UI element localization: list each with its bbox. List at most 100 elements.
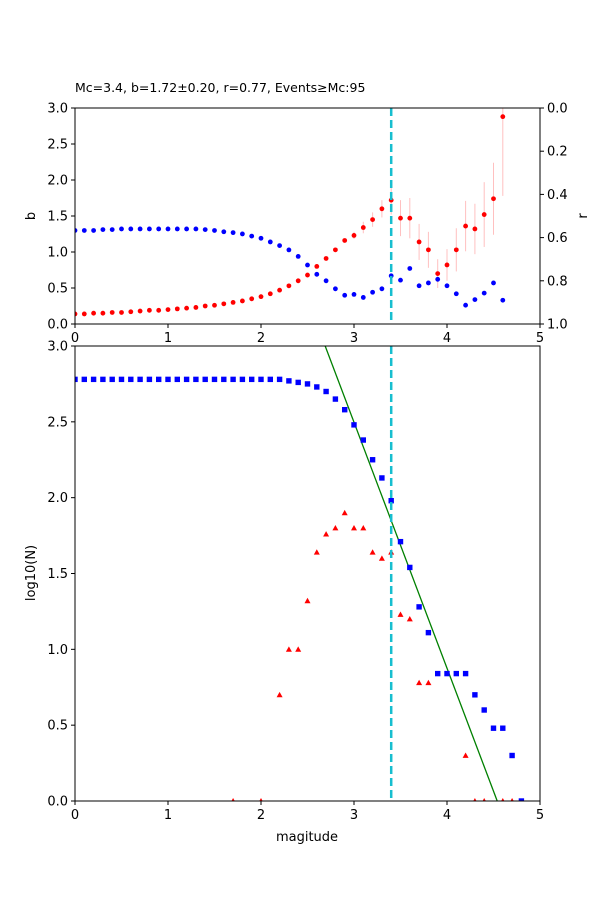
bottom-series-1-point xyxy=(231,798,235,801)
bottom-series-1-point xyxy=(323,531,330,537)
top-series-1-point xyxy=(407,266,413,271)
top-series-1-point xyxy=(212,228,217,233)
bottom-panel: 0 1 2 3 4 5 0.0 0.5 1.0 1.5 2.0 2.5 3.0 magitude log… xyxy=(24,340,544,846)
bottom-xtick-label: 4 xyxy=(443,808,451,823)
top-series-0-point xyxy=(360,225,366,230)
top-series-1-point xyxy=(100,227,106,233)
top-series-1-point xyxy=(240,231,245,237)
top-y2tick-label: 0.2 xyxy=(547,145,568,160)
bottom-series-0-point xyxy=(221,376,227,383)
top-series-0-point xyxy=(128,309,134,315)
bottom-series-0-point xyxy=(444,670,450,677)
top-series-0-point xyxy=(193,305,199,310)
top-series-0-point xyxy=(342,238,348,243)
top-series-0-point xyxy=(295,278,301,284)
top-series-1-point xyxy=(481,290,487,296)
top-series-0-point xyxy=(258,294,264,300)
top-series-0-point xyxy=(407,215,413,221)
bottom-ytick-label: 2.5 xyxy=(47,415,68,430)
bottom-series-0-point xyxy=(351,422,357,428)
bottom-series-0-point xyxy=(388,498,394,504)
top-series-1-point xyxy=(305,262,310,268)
top-xtick-label: 2 xyxy=(257,331,265,346)
top-series-1-point xyxy=(333,286,338,292)
bottom-series-1-point xyxy=(425,679,432,686)
top-series-0-point xyxy=(119,310,124,315)
bottom-series-1-point xyxy=(304,597,311,604)
top-series-1-point xyxy=(444,283,450,289)
bottom-series-0-point xyxy=(369,457,376,463)
top-series-1-point xyxy=(156,226,162,232)
bottom-series-0-point xyxy=(165,376,171,383)
top-series-1-point xyxy=(91,228,96,233)
top-series-0-point xyxy=(156,307,162,313)
top-series-1-point xyxy=(463,302,468,308)
bottom-series-0-point xyxy=(397,538,404,545)
bottom-plot-area xyxy=(75,346,525,801)
top-ytick-label: 2.5 xyxy=(47,138,68,153)
bottom-series-1-point xyxy=(510,798,514,801)
bottom-ytick-label: 1.0 xyxy=(47,643,68,658)
bottom-series-0-point xyxy=(81,376,87,383)
top-plot-area xyxy=(75,108,506,324)
top-series-0-point xyxy=(221,301,227,307)
top-series-0-point xyxy=(426,247,431,253)
bottom-series-1-point xyxy=(259,798,263,801)
top-series-1-point xyxy=(193,226,199,232)
bottom-ylabel: log10(N) xyxy=(24,545,39,601)
bottom-series-0-point xyxy=(416,604,422,610)
bottom-series-0-point xyxy=(490,725,497,731)
bottom-series-0-point xyxy=(146,376,153,383)
bottom-series-1-point xyxy=(416,679,423,686)
bottom-series-0-point xyxy=(267,376,273,383)
top-series-1-point xyxy=(286,247,292,253)
bottom-series-0-point xyxy=(304,381,311,387)
bottom-series-0-point xyxy=(183,376,190,383)
top-series-1-point xyxy=(165,226,171,232)
bottom-series-0-point xyxy=(332,396,339,402)
top-series-0-point xyxy=(398,215,403,221)
bottom-marks xyxy=(75,346,525,801)
top-series-1-point xyxy=(314,271,320,277)
bottom-series-0-point xyxy=(462,670,469,677)
top-series-1-point xyxy=(174,226,180,232)
bottom-series-0-point xyxy=(295,379,301,386)
top-series-0-point xyxy=(249,296,255,302)
bottom-ytick-label: 3.0 xyxy=(47,340,68,355)
top-series-1-point xyxy=(202,227,208,233)
bottom-series-0-point xyxy=(342,407,348,413)
top-series-1-point xyxy=(360,295,366,300)
top-title: Mc=3.4, b=1.72±0.20, r=0.77, Events≥Mc:9… xyxy=(75,80,365,95)
bottom-series-0-point xyxy=(379,475,385,481)
top-xtick-label: 5 xyxy=(536,331,544,346)
top-series-0-point xyxy=(286,283,292,289)
top-ytick-label: 2.0 xyxy=(47,174,68,189)
top-series-1-point xyxy=(249,233,255,239)
bottom-series-0-point xyxy=(323,388,329,395)
bottom-series-1-point xyxy=(360,525,367,531)
top-series-0-point xyxy=(351,233,357,238)
top-series-1-point xyxy=(379,286,385,292)
bottom-series-1-point xyxy=(285,646,292,652)
bottom-ytick-label: 2.0 xyxy=(47,491,68,506)
top-series-1-point xyxy=(323,278,329,284)
bottom-series-1-point xyxy=(369,549,376,555)
top-series-1-point xyxy=(342,292,348,298)
bottom-series-0-point xyxy=(193,376,199,383)
top-series-1-point xyxy=(147,226,152,232)
top-ytick-label: 0.0 xyxy=(47,318,68,333)
bottom-series-0-point xyxy=(407,564,413,571)
bottom-series-1-point xyxy=(482,798,486,801)
bottom-series-1-point xyxy=(378,555,385,561)
top-series-0-point xyxy=(202,303,208,309)
top-series-0-point xyxy=(212,302,217,308)
bottom-series-0-point xyxy=(425,629,432,636)
top-series-1-point xyxy=(500,297,506,303)
top-series-1-point xyxy=(258,235,264,241)
top-series-0-point xyxy=(240,298,245,304)
bottom-series-1-point xyxy=(397,611,404,617)
bottom-series-0-point xyxy=(118,376,125,383)
top-marks xyxy=(75,108,506,324)
